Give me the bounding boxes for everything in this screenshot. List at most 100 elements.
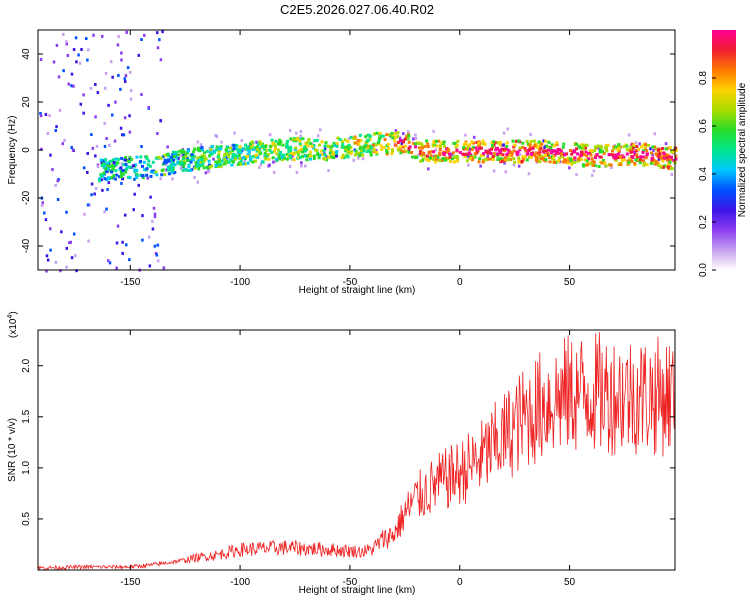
heatmap-cell <box>100 164 104 168</box>
heatmap-cell <box>502 131 506 135</box>
heatmap-cell <box>450 152 453 156</box>
heatmap-cell <box>427 159 431 163</box>
heatmap-cell <box>498 143 502 147</box>
heatmap-cell <box>128 155 132 159</box>
heatmap-cell <box>573 160 577 164</box>
heatmap-cell <box>94 187 98 191</box>
heatmap-cell <box>193 176 196 180</box>
heatmap-cell <box>473 152 477 156</box>
heatmap-cell <box>545 149 549 153</box>
heatmap-cell <box>152 171 156 175</box>
heatmap-cell <box>101 34 104 38</box>
heatmap-cell <box>362 144 366 148</box>
heatmap-cell <box>504 146 508 150</box>
scale-note-exponent: 4 <box>7 315 14 319</box>
heatmap-cell <box>364 143 368 147</box>
heatmap-cell <box>462 152 466 156</box>
heatmap-cell <box>231 152 235 156</box>
x-tick-label: -100 <box>230 277 250 288</box>
heatmap-cell <box>329 148 333 152</box>
heatmap-cell <box>327 145 331 149</box>
heatmap-cell <box>294 146 298 150</box>
heatmap-cell <box>270 138 274 142</box>
heatmap-cell <box>575 173 578 177</box>
heatmap-cell <box>470 140 474 144</box>
heatmap-cell <box>107 259 110 263</box>
heatmap-cell <box>87 48 90 52</box>
heatmap-cell <box>145 167 149 171</box>
heatmap-cell <box>335 145 339 149</box>
heatmap-cell <box>523 155 527 159</box>
heatmap-cell <box>259 162 263 166</box>
heatmap-cell <box>633 162 637 166</box>
heatmap-cell <box>286 146 290 150</box>
heatmap-cell <box>556 149 560 153</box>
heatmap-cell <box>305 154 309 158</box>
heatmap-cell <box>123 168 127 172</box>
heatmap-cell <box>597 165 601 169</box>
heatmap-cell <box>548 160 552 164</box>
heatmap-cell <box>578 146 582 150</box>
heatmap-cell <box>257 149 261 153</box>
heatmap-cell <box>558 151 562 155</box>
heatmap-cell <box>496 141 500 145</box>
heatmap-cell <box>212 149 216 153</box>
heatmap-cell <box>465 159 469 163</box>
heatmap-cell <box>215 148 219 152</box>
heatmap-cell <box>554 151 558 155</box>
heatmap-cell <box>314 148 318 152</box>
heatmap-cell <box>96 164 100 168</box>
heatmap-cell <box>173 163 177 167</box>
heatmap-cell <box>200 154 204 158</box>
heatmap-cell <box>421 157 425 161</box>
heatmap-cell <box>653 132 657 136</box>
heatmap-cell <box>492 143 496 147</box>
heatmap-cell <box>123 116 127 120</box>
heatmap-cell <box>429 150 433 154</box>
heatmap-cell <box>250 143 254 147</box>
heatmap-cell <box>75 60 78 64</box>
heatmap-cell <box>183 161 187 165</box>
heatmap-cell <box>77 53 80 57</box>
heatmap-cell <box>659 165 663 169</box>
heatmap-cell <box>605 145 609 149</box>
heatmap-cell <box>124 156 128 160</box>
heatmap-cell <box>531 146 535 150</box>
heatmap-cell <box>196 180 200 184</box>
heatmap-cell <box>305 158 309 162</box>
heatmap-cell <box>616 148 620 152</box>
heatmap-cell <box>121 177 125 181</box>
heatmap-cell <box>261 160 265 164</box>
heatmap-cell <box>141 238 144 242</box>
heatmap-cell <box>141 164 145 168</box>
heatmap-cell <box>67 82 70 86</box>
heatmap-cell <box>223 153 227 157</box>
heatmap-cell <box>479 154 483 158</box>
heatmap-cell <box>517 157 521 161</box>
heatmap-cell <box>405 134 409 138</box>
heatmap-cell <box>126 165 130 169</box>
heatmap-cell <box>455 154 459 158</box>
heatmap-cell <box>318 143 322 147</box>
heatmap-cell <box>492 152 496 156</box>
heatmap-cell <box>385 150 389 154</box>
heatmap-cell <box>622 158 626 162</box>
heatmap-cell <box>657 155 661 159</box>
heatmap-cell <box>255 145 259 149</box>
heatmap-cell <box>159 119 162 123</box>
heatmap-cell <box>448 159 452 163</box>
heatmap-cell <box>46 258 50 262</box>
heatmap-cell <box>276 148 280 152</box>
heatmap-cell <box>89 86 93 90</box>
x-tick-label: -50 <box>343 577 358 588</box>
heatmap-cell <box>542 149 546 153</box>
heatmap-cell <box>228 146 232 150</box>
heatmap-cell <box>394 135 398 139</box>
heatmap-cell <box>298 139 302 143</box>
y-tick-label: -40 <box>21 238 32 253</box>
heatmap-cell <box>513 160 517 164</box>
heatmap-cell <box>362 149 366 153</box>
heatmap-cell <box>643 161 647 165</box>
heatmap-cell <box>251 148 255 152</box>
heatmap-cell <box>577 144 581 148</box>
